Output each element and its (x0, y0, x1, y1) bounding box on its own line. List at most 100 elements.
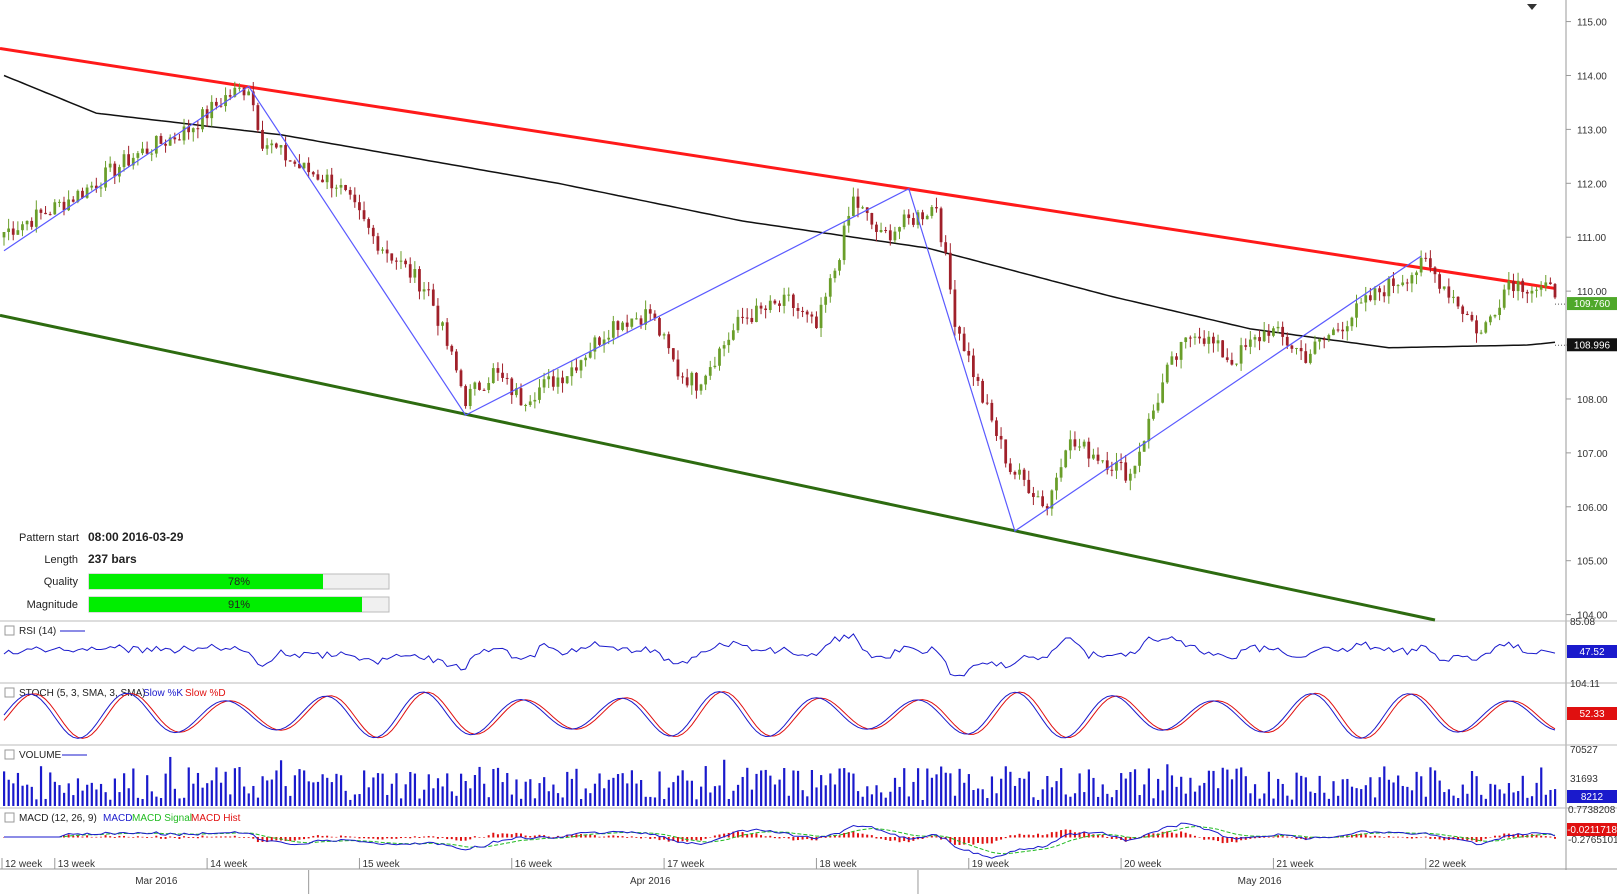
volume-bar (963, 782, 966, 806)
volume-bar (736, 784, 740, 806)
candle-body (436, 305, 440, 326)
macd-hist-bar (875, 837, 878, 839)
candle-body (861, 207, 864, 209)
candle-body (796, 307, 800, 311)
price-tick-label: 114.00 (1577, 71, 1607, 82)
candle-body (911, 218, 915, 225)
volume-bar (35, 799, 38, 806)
volume-bar (1470, 771, 1474, 806)
macd-hist-bar (316, 835, 319, 838)
stoch-panel: STOCH (5, 3, SMA, 3, SMA) Slow %K Slow %… (3, 679, 1617, 739)
volume-bar (806, 796, 809, 806)
stoch-top-tick: 104.11 (1570, 679, 1600, 690)
volume-bar (940, 766, 943, 806)
candle-body (1299, 348, 1303, 352)
candle-body (178, 139, 181, 141)
volume-bar (146, 775, 149, 806)
rsi-close-icon[interactable] (4, 625, 15, 636)
macd-hist-bar (1355, 834, 1358, 838)
volume-bar (164, 773, 167, 806)
volume-bar (395, 773, 398, 806)
volume-close-icon[interactable] (4, 749, 15, 760)
candle-body (750, 317, 754, 323)
volume-bar (644, 796, 647, 806)
volume-bar (1249, 793, 1252, 806)
volume-bar (483, 783, 486, 806)
candle-body (1221, 340, 1225, 358)
volume-bar (1373, 797, 1377, 806)
stoch-d-path (3, 691, 1556, 739)
stoch-close-icon[interactable] (4, 687, 15, 698)
candle-body (270, 143, 274, 146)
macd-hist-bar (238, 837, 241, 838)
candle-body (1022, 469, 1026, 480)
volume-bar (1064, 794, 1067, 806)
candle-body (367, 219, 371, 228)
candle-body (1013, 471, 1017, 475)
candle-body (722, 345, 726, 349)
volume-bar (893, 777, 897, 806)
volume-bar (12, 783, 15, 806)
volume-bar (1503, 793, 1506, 806)
volume-bar (432, 788, 435, 806)
macd-hist-bar (1189, 834, 1192, 838)
candle-body (791, 294, 795, 308)
volume-bar (686, 780, 689, 806)
volume-bar (312, 782, 315, 806)
volume-bar (630, 770, 633, 806)
candle-body (833, 270, 837, 279)
volume-bar (196, 772, 200, 806)
candle-body (607, 337, 611, 340)
candle-body (773, 300, 777, 304)
macd-close-icon[interactable] (4, 812, 15, 823)
macd-hist-bar (1244, 837, 1247, 840)
macd-hist-bar (99, 836, 102, 838)
volume-bar (238, 767, 241, 806)
macd-hist-bar (718, 834, 721, 838)
macd-hist-bar (127, 836, 130, 838)
macd-hist-bar (649, 837, 652, 839)
volume-bar (640, 780, 643, 806)
volume-bar (450, 791, 453, 806)
macd-hist-bar (1549, 836, 1552, 838)
volume-bar (418, 798, 421, 806)
macd-hist-bar (1277, 835, 1280, 838)
candle-body (344, 185, 347, 191)
macd-hist-bar (1000, 837, 1003, 840)
volume-bar (1143, 784, 1146, 806)
macd-hist-bar (478, 837, 481, 838)
volume-bar (30, 786, 33, 806)
candle-body (625, 322, 629, 327)
volume-panel: VOLUME 70527 31693 8212 (3, 745, 1617, 806)
candle-body (11, 228, 15, 235)
macd-hist-bar (358, 837, 361, 839)
candle-body (1359, 302, 1363, 304)
candle-body (154, 135, 158, 154)
volume-bar (884, 797, 887, 806)
volume-bar (1535, 782, 1538, 806)
candle-body (662, 334, 666, 336)
volume-bar (944, 772, 947, 806)
week-label: 15 week (362, 859, 400, 870)
macd-hist-bar (1110, 837, 1113, 839)
macd-hist-bar (441, 837, 444, 838)
volume-bar (755, 773, 758, 806)
macd-hist-bar (1401, 836, 1404, 838)
macd-hist-bar (339, 835, 342, 838)
candle-body (81, 190, 84, 198)
macd-hist-bar (1013, 835, 1016, 838)
macd-hist-bar (852, 831, 855, 838)
volume-bar (1032, 797, 1035, 806)
candle-body (1170, 356, 1174, 365)
macd-hist-bar (1364, 834, 1367, 838)
menu-dropdown-icon[interactable] (1527, 4, 1537, 10)
candle-body (482, 389, 486, 391)
macd-hist-bar (783, 837, 786, 838)
volume-bar (1087, 769, 1090, 806)
volume-bar (533, 798, 537, 806)
volume-bar (847, 772, 850, 806)
volume-bar (561, 797, 564, 806)
volume-bar (820, 775, 823, 806)
candle-body (635, 318, 638, 320)
volume-bar (58, 785, 61, 806)
